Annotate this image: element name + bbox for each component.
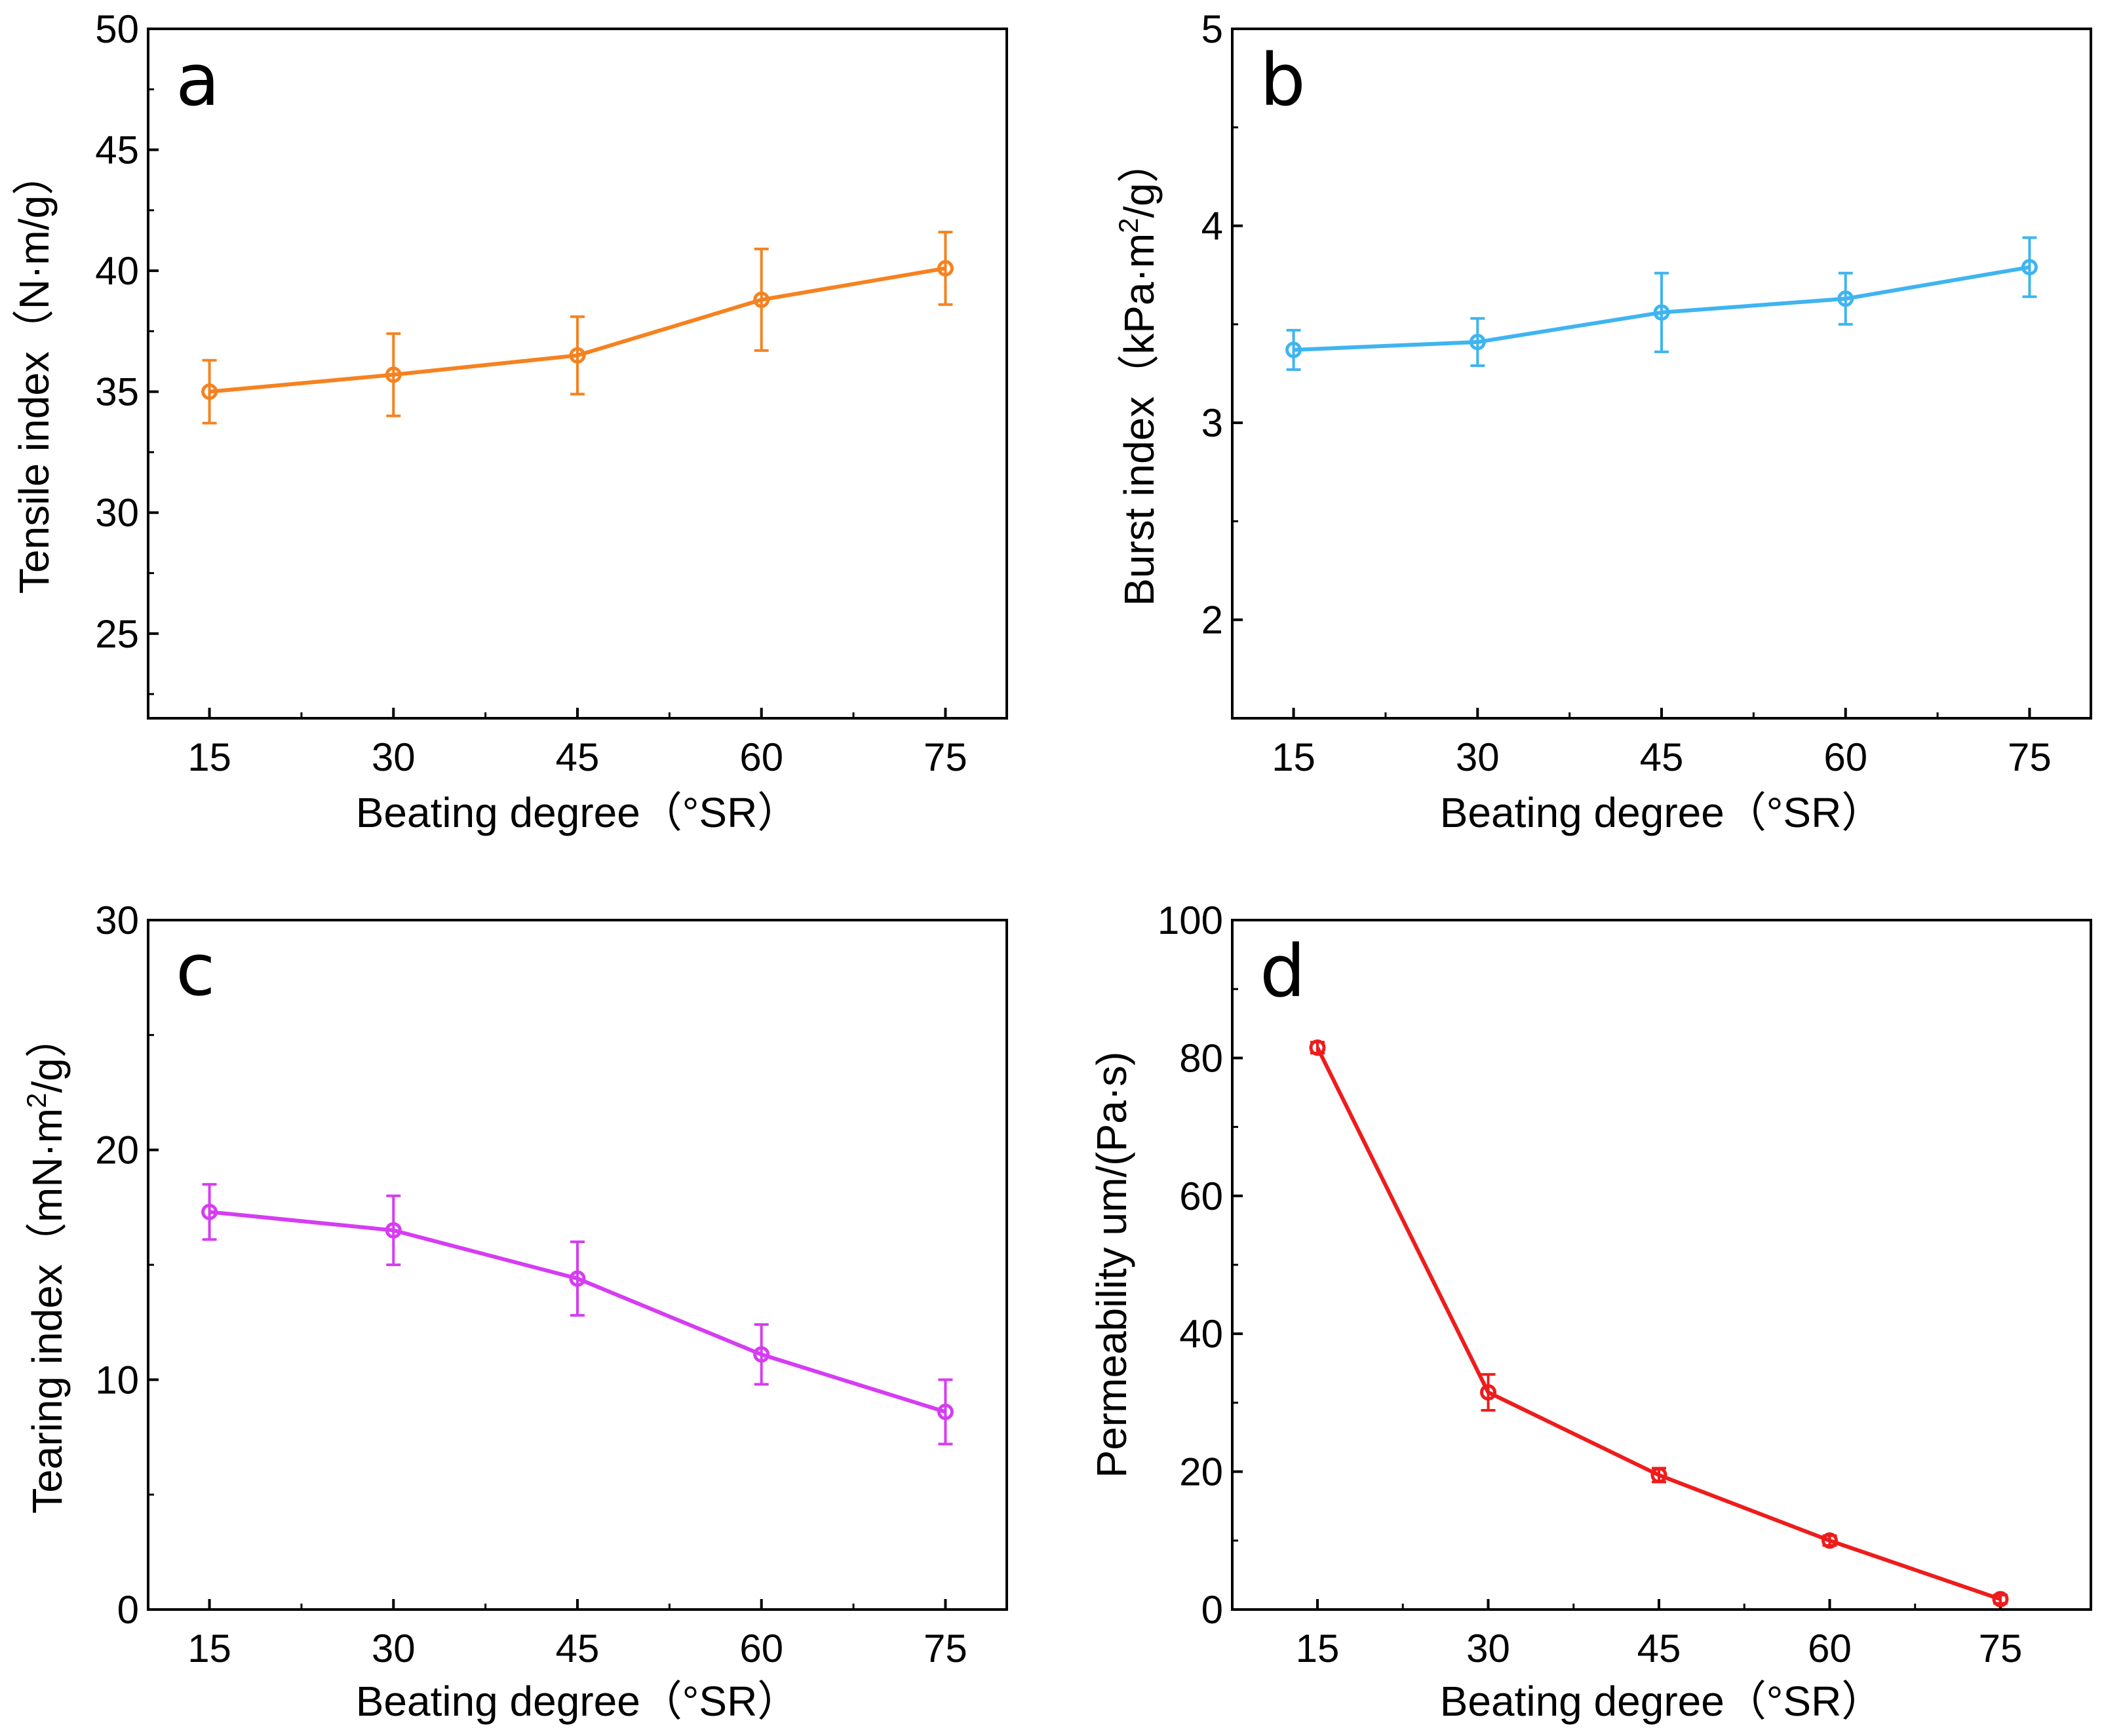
- x-axis-b: 15 30 45 60 75: [1272, 708, 2052, 779]
- y-axis-title: Permeability um/(Pa·s): [1088, 1052, 1135, 1478]
- x-tick-label: 75: [2008, 735, 2052, 779]
- x-tick-label: 45: [556, 735, 600, 779]
- x-tick-label: 30: [1456, 735, 1500, 779]
- x-tick-label: 75: [1979, 1627, 2023, 1670]
- y-tick-label: 40: [1179, 1312, 1223, 1356]
- series-b: [1285, 236, 2038, 371]
- y-tick-label: 45: [95, 128, 139, 172]
- y-tick-label: 3: [1201, 401, 1223, 445]
- data-point: [201, 1203, 218, 1220]
- y-axis-title: Tearing index（mN·m2/g）: [21, 1016, 71, 1514]
- y-tick-label: 0: [117, 1588, 139, 1632]
- data-point: [385, 1222, 402, 1239]
- panel-letter: c: [176, 928, 215, 1012]
- panel-d: 0 20 40 60 80 100 15 30 45 60 75 d Beating degree…: [1088, 898, 2092, 1725]
- y-tick-label: 50: [95, 7, 139, 51]
- data-point: [385, 366, 402, 383]
- data-point: [2021, 259, 2038, 276]
- y-axis-title-main: Burst index（kPa·m: [1116, 233, 1163, 606]
- y-tick-label: 5: [1201, 7, 1223, 51]
- x-tick-label: 75: [924, 735, 967, 779]
- series-line: [1315, 1047, 2001, 1602]
- y-tick-label: 25: [95, 612, 139, 656]
- plot-area-b: [1231, 28, 2092, 720]
- data-point: [937, 260, 954, 277]
- x-tick-label: 15: [1296, 1627, 1340, 1670]
- data-point: [753, 291, 770, 308]
- y-tick-label: 0: [1201, 1588, 1223, 1632]
- panel-c: 0 10 20 30 15 30 45 60 75 c Beating degree（°SR）…: [21, 898, 1008, 1725]
- x-tick-label: 60: [1823, 735, 1867, 779]
- y-axis-d: 0 20 40 60 80 100: [1158, 898, 1243, 1632]
- data-point: [1653, 304, 1670, 321]
- plot-area-d: [1231, 919, 2092, 1611]
- x-tick-label: 30: [372, 1627, 416, 1670]
- y-tick-label: 100: [1158, 898, 1223, 942]
- data-point: [201, 383, 218, 400]
- y-tick-label: 10: [95, 1358, 139, 1402]
- y-axis-title-main: Tearing index（mN·m: [24, 1108, 71, 1514]
- data-point: [1837, 290, 1854, 307]
- y-axis-title-superscript: 2: [21, 1093, 52, 1108]
- data-point: [1822, 1532, 1838, 1549]
- y-tick-label: 30: [95, 491, 139, 535]
- y-tick-label: 80: [1179, 1036, 1223, 1080]
- data-point: [1285, 341, 1302, 358]
- data-point: [1992, 1591, 2009, 1608]
- x-axis-title: Beating degree（°SR）: [1440, 789, 1884, 836]
- x-tick-label: 75: [924, 1627, 967, 1670]
- x-axis-title: Beating degree（°SR）: [356, 1678, 800, 1725]
- x-axis-d: 15 30 45 60 75: [1296, 1599, 2023, 1670]
- x-axis-c: 15 30 45 60 75: [187, 1599, 967, 1670]
- x-tick-label: 60: [739, 735, 783, 779]
- y-axis-a: 25 30 35 40 45 50: [95, 7, 159, 695]
- y-tick-label: 20: [1179, 1450, 1223, 1494]
- y-axis-title: Burst index（kPa·m2/g）: [1113, 141, 1163, 606]
- x-tick-label: 45: [556, 1627, 600, 1670]
- x-tick-label: 30: [372, 735, 416, 779]
- series-a: [201, 231, 954, 425]
- panel-letter: d: [1260, 929, 1306, 1013]
- x-tick-label: 30: [1466, 1627, 1510, 1670]
- y-axis-c: 0 10 20 30: [95, 898, 159, 1632]
- panel-a: 25 30 35 40 45 50 15 30 45 60 75 a Beating degree…: [10, 7, 1008, 836]
- x-tick-label: 45: [1640, 735, 1684, 779]
- y-axis-b: 2 3 4 5: [1201, 7, 1243, 720]
- data-point: [1480, 1384, 1496, 1401]
- y-tick-label: 2: [1201, 598, 1223, 642]
- data-point: [1469, 334, 1486, 351]
- y-tick-label: 35: [95, 370, 139, 414]
- x-axis-title: Beating degree（°SR）: [356, 789, 800, 836]
- y-axis-title-tail: /g）: [24, 1016, 71, 1092]
- y-tick-label: 4: [1201, 204, 1223, 248]
- y-tick-label: 30: [95, 898, 139, 942]
- x-tick-label: 60: [1808, 1627, 1852, 1670]
- y-axis-title-tail: /g）: [1116, 141, 1163, 218]
- data-point: [569, 1270, 586, 1287]
- y-axis-title: Tensile index（N·m/g）: [10, 153, 58, 594]
- data-point: [753, 1346, 770, 1363]
- x-tick-label: 60: [739, 1627, 783, 1670]
- x-tick-label: 45: [1637, 1627, 1681, 1670]
- y-tick-label: 20: [95, 1128, 139, 1172]
- x-tick-label: 15: [187, 735, 231, 779]
- panel-letter: a: [176, 38, 220, 122]
- series-c: [201, 1183, 954, 1446]
- y-tick-label: 60: [1179, 1174, 1223, 1218]
- x-axis-a: 15 30 45 60 75: [187, 708, 967, 779]
- x-tick-label: 15: [187, 1627, 231, 1670]
- panel-letter: b: [1260, 38, 1306, 122]
- x-axis-title: Beating degree（°SR）: [1440, 1678, 1884, 1725]
- x-tick-label: 15: [1272, 735, 1315, 779]
- y-tick-label: 40: [95, 249, 139, 293]
- data-point: [937, 1403, 954, 1420]
- series-d: [1309, 1039, 2009, 1608]
- data-point: [569, 347, 586, 364]
- y-axis-title-superscript: 2: [1113, 218, 1144, 233]
- data-point: [1650, 1467, 1667, 1484]
- data-point: [1309, 1039, 1326, 1056]
